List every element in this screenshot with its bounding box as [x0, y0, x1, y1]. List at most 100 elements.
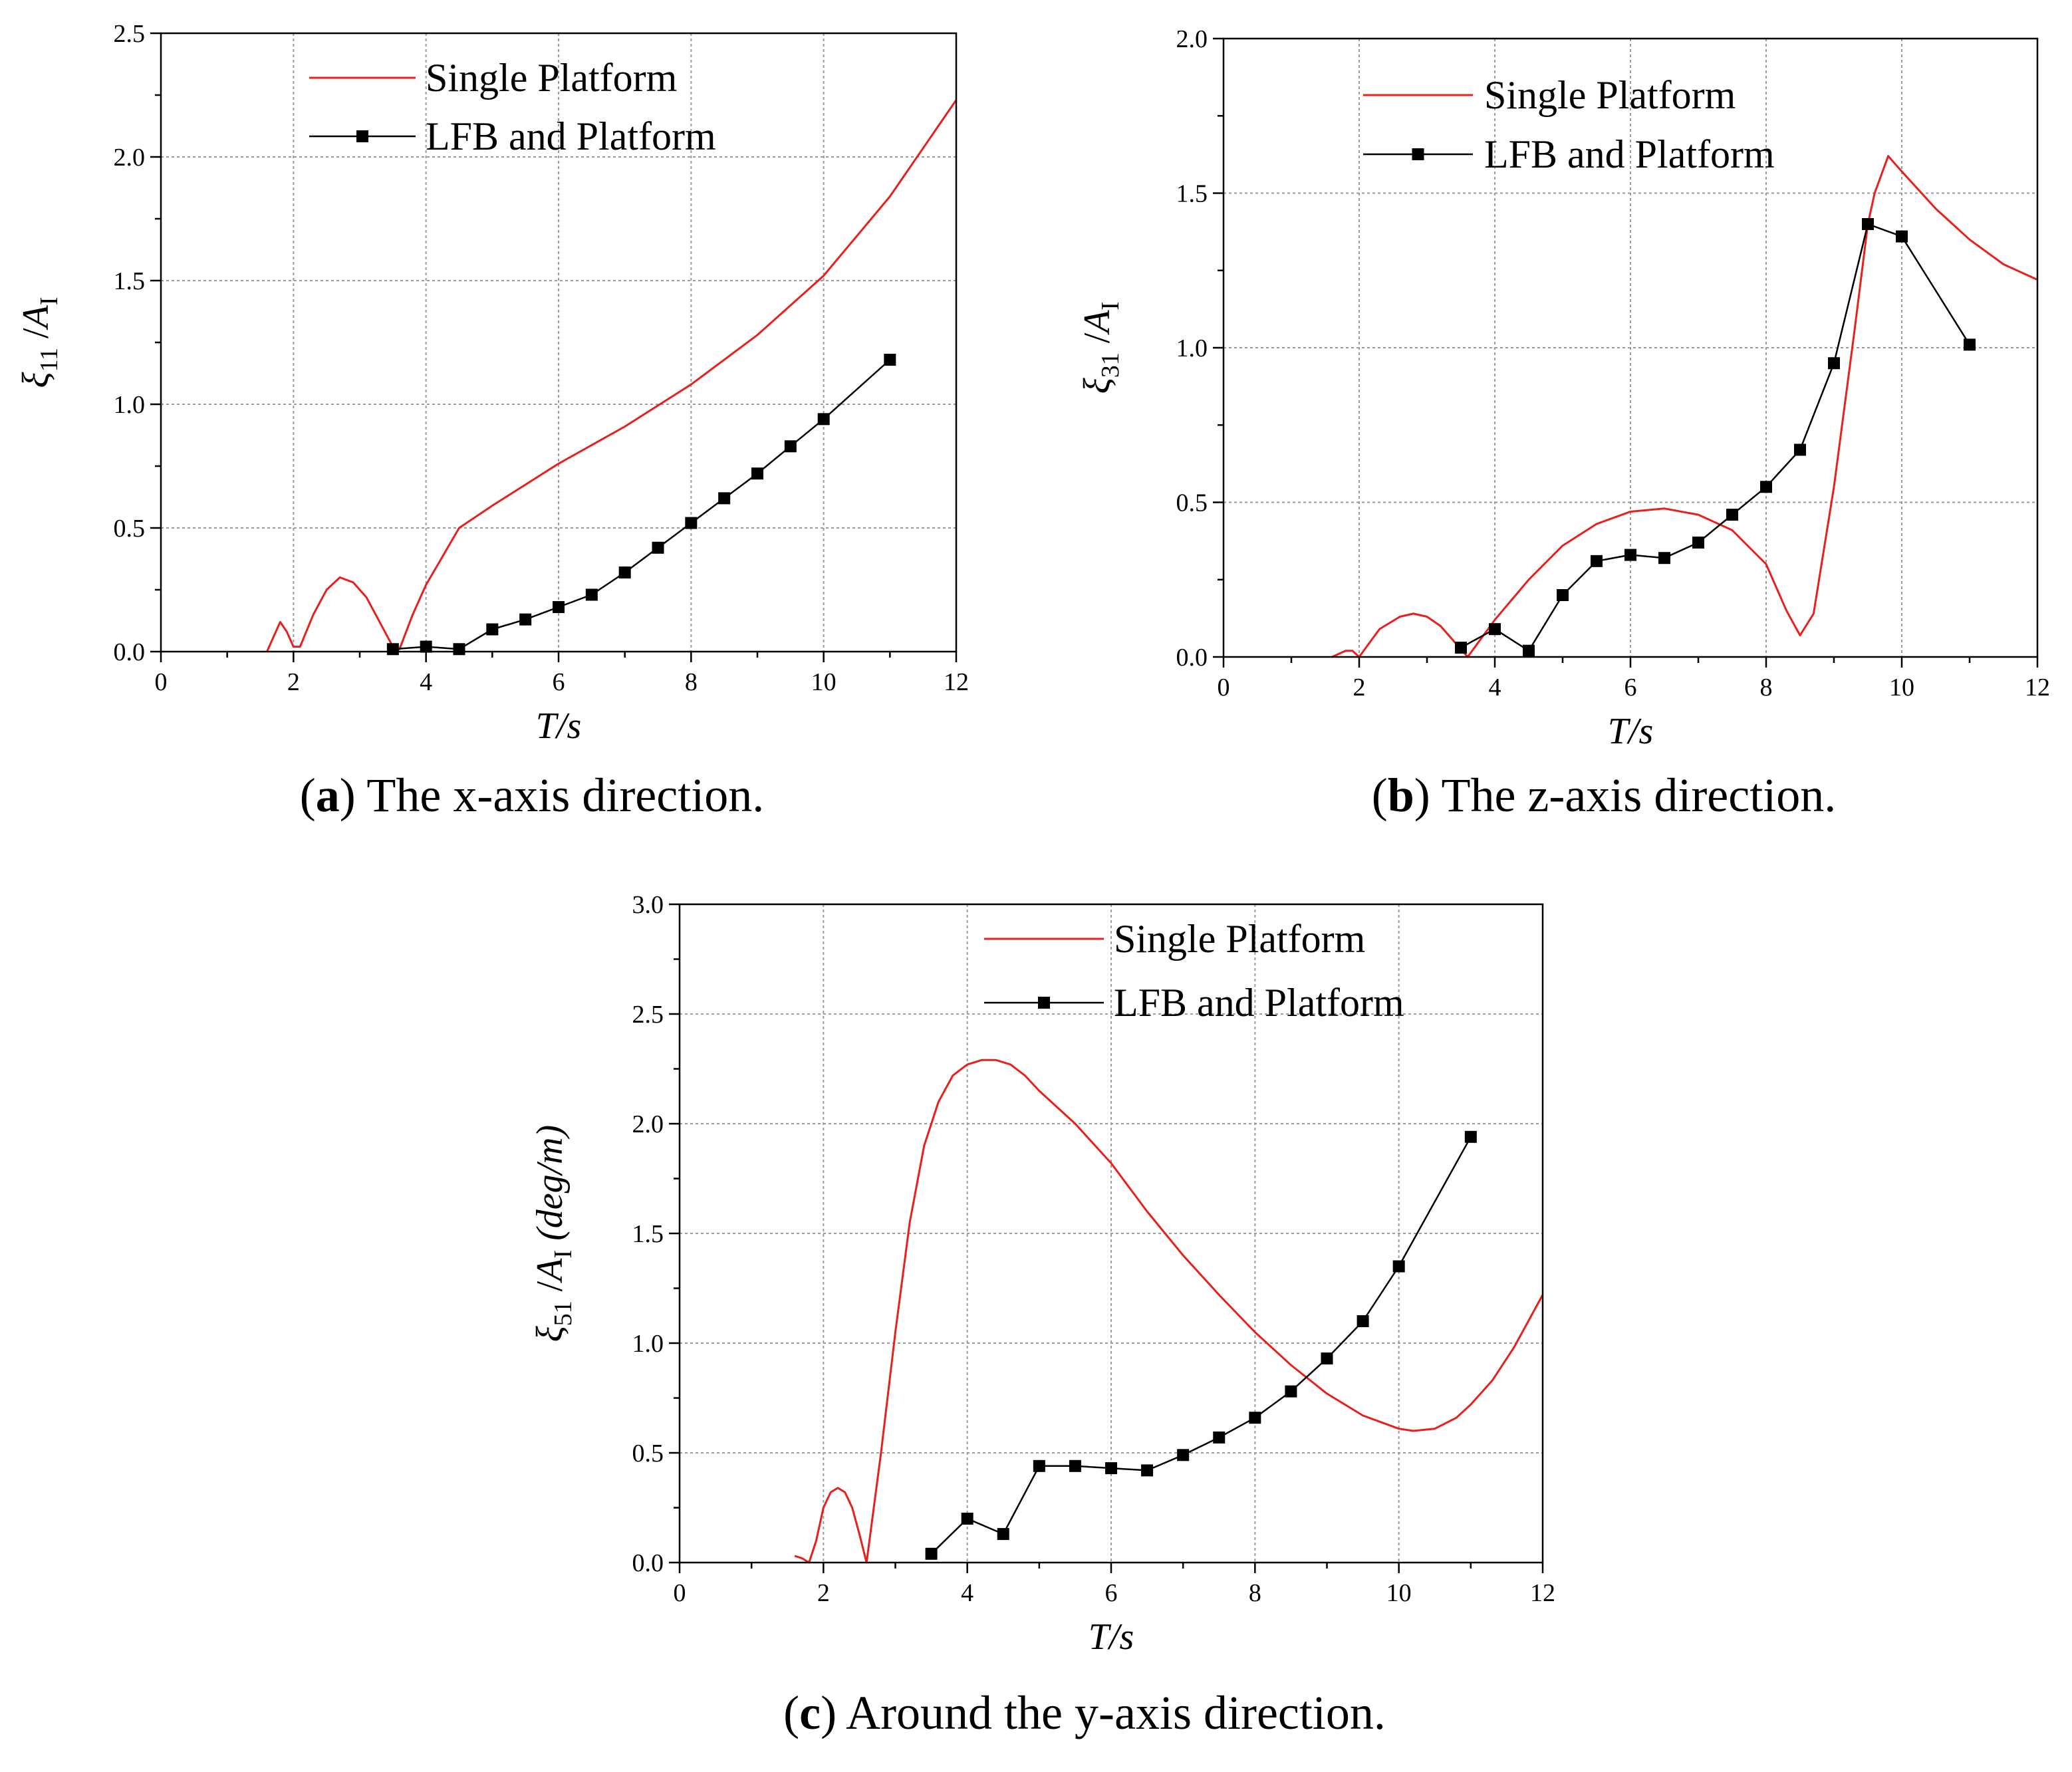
- y-axis-title: ξ31 /AI: [1077, 302, 1124, 394]
- data-point: [1523, 644, 1535, 657]
- series-lfb-and-platform: [925, 1130, 1477, 1560]
- data-point: [997, 1528, 1009, 1541]
- legend-label: LFB and Platform: [1114, 981, 1404, 1025]
- data-point: [1489, 623, 1501, 636]
- y-tick-label: 0.5: [632, 1440, 664, 1467]
- series-line: [1331, 155, 2038, 658]
- x-tick-label: 0: [674, 1579, 686, 1607]
- chart-a: 0 2 4 6 8 10 12 0.0 0.5 1.0 1.5 2.0 2.5 T/s ξ11 /AI Sin…: [15, 20, 969, 822]
- chart-c: 0 2 4 6 8 10 12 0.0 0.5 1.0 1.5 2.0 2.5 3.0 T/s ξ51 /AI…: [529, 891, 1555, 1739]
- data-point: [1177, 1449, 1190, 1461]
- chart-b: 0 2 4 6 8 10 12 0.0 0.5 1.0 1.5 2.0 T/s ξ31 /AI Single…: [1077, 25, 2050, 822]
- x-tick-label: 12: [944, 668, 969, 696]
- y-tick-label: 1.0: [1176, 334, 1208, 362]
- y-tick-label: 3.0: [632, 891, 664, 919]
- series-line: [1460, 223, 1971, 652]
- legend: Single Platform LFB and Platform: [1363, 73, 1775, 176]
- series-single-platform: [266, 99, 958, 652]
- data-point: [486, 623, 499, 636]
- x-tick-label: 6: [1624, 674, 1637, 701]
- data-point: [1896, 230, 1908, 243]
- legend-label: LFB and Platform: [426, 114, 716, 158]
- data-point: [718, 492, 731, 505]
- x-tick-label: 8: [1760, 674, 1773, 701]
- x-tick-label: 10: [1889, 674, 1914, 701]
- legend: Single Platform LFB and Platform: [309, 56, 716, 158]
- data-point: [453, 643, 465, 656]
- data-point: [817, 413, 830, 426]
- legend: Single Platform LFB and Platform: [984, 917, 1404, 1025]
- data-point: [1464, 1130, 1477, 1143]
- data-point: [961, 1513, 973, 1525]
- data-point: [1760, 481, 1772, 493]
- data-point: [1692, 536, 1704, 549]
- y-tick-label: 2.0: [632, 1110, 664, 1138]
- y-tick-label: 1.0: [114, 391, 146, 419]
- data-point: [1213, 1431, 1226, 1444]
- data-point: [652, 541, 664, 554]
- y-tick-label: 1.0: [632, 1330, 664, 1358]
- data-point: [685, 517, 698, 529]
- y-tick-label: 0.0: [632, 1549, 664, 1577]
- data-point: [519, 613, 532, 626]
- data-point: [1141, 1464, 1154, 1477]
- legend-label: LFB and Platform: [1484, 132, 1775, 176]
- data-point: [1249, 1412, 1261, 1424]
- y-tick-label: 0.5: [114, 515, 146, 543]
- data-point: [1726, 509, 1738, 521]
- data-point: [1321, 1352, 1333, 1365]
- x-tick-label: 10: [811, 668, 837, 696]
- y-tick-label: 1.5: [632, 1220, 664, 1248]
- y-tick-label: 1.5: [1176, 180, 1208, 208]
- series-lfb-and-platform: [1455, 218, 1976, 657]
- series-line: [392, 359, 891, 650]
- series-lfb-and-platform: [386, 354, 896, 656]
- legend-marker: [356, 130, 368, 142]
- y-tick-label: 2.5: [114, 20, 146, 48]
- x-tick-label: 4: [420, 668, 432, 696]
- x-tick-label: 6: [553, 668, 565, 696]
- legend-marker: [1038, 997, 1050, 1009]
- data-point: [1285, 1385, 1297, 1398]
- data-point: [1455, 642, 1467, 654]
- y-tick-label: 2.5: [632, 1001, 664, 1029]
- data-point: [420, 640, 432, 653]
- x-tick-label: 0: [155, 668, 168, 696]
- legend-label: Single Platform: [1484, 73, 1736, 117]
- legend-label: Single Platform: [1114, 917, 1365, 961]
- y-axis-title: ξ51 /AI (deg/m): [529, 1125, 577, 1342]
- data-point: [884, 354, 896, 366]
- y-tick-label: 1.5: [114, 267, 146, 295]
- data-point: [1862, 218, 1874, 230]
- data-point: [1624, 549, 1636, 561]
- y-tick-label: 0.0: [1176, 644, 1208, 672]
- x-tick-label: 2: [1353, 674, 1366, 701]
- x-tick-label: 12: [2025, 674, 2050, 701]
- data-point: [1557, 589, 1569, 601]
- y-tick-label: 2.0: [114, 144, 146, 172]
- series-line: [794, 1059, 1544, 1564]
- data-point: [1069, 1459, 1081, 1472]
- series-line: [266, 99, 958, 652]
- x-axis-title: T/s: [1608, 711, 1654, 752]
- data-point: [1105, 1462, 1117, 1475]
- data-point: [751, 467, 763, 480]
- x-tick-label: 4: [961, 1579, 973, 1607]
- x-axis-title: T/s: [536, 705, 582, 747]
- series-line: [930, 1136, 1472, 1555]
- legend-label: Single Platform: [426, 56, 677, 100]
- data-point: [585, 588, 598, 601]
- caption-a: (a) The x-axis direction.: [300, 769, 764, 822]
- x-axis-title: T/s: [1089, 1616, 1134, 1658]
- series-single-platform: [1331, 155, 2038, 658]
- data-point: [925, 1547, 938, 1560]
- data-point: [1964, 338, 1976, 351]
- x-tick-label: 8: [685, 668, 698, 696]
- y-axis-title: ξ11 /AI: [15, 297, 63, 388]
- y-tick-label: 0.0: [114, 638, 146, 666]
- data-point: [386, 643, 399, 656]
- data-point: [1591, 555, 1603, 567]
- x-tick-label: 2: [287, 668, 300, 696]
- data-point: [1033, 1459, 1045, 1472]
